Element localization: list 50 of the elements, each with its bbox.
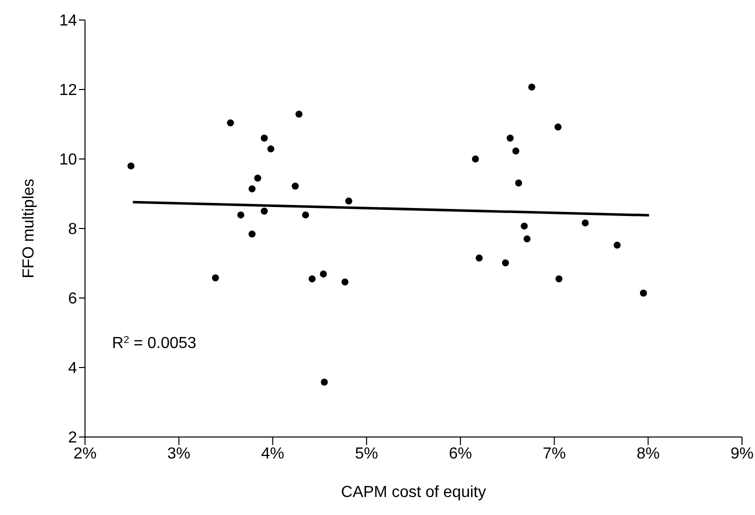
point bbox=[528, 84, 536, 91]
x-tick-label: 6% bbox=[448, 445, 472, 462]
point bbox=[295, 110, 302, 118]
point bbox=[341, 278, 348, 286]
point bbox=[267, 145, 274, 152]
point bbox=[127, 162, 134, 170]
x-tick-label: 4% bbox=[261, 445, 284, 462]
point bbox=[212, 274, 219, 282]
point bbox=[502, 259, 509, 266]
point bbox=[254, 174, 262, 182]
point bbox=[554, 124, 562, 131]
x-tick-label: 2% bbox=[73, 445, 97, 462]
annotation: R$^{2}$ = 0.0053 bbox=[112, 334, 196, 352]
x-tick-label: 5% bbox=[355, 445, 378, 462]
point bbox=[292, 182, 299, 190]
point bbox=[237, 211, 244, 218]
point bbox=[308, 275, 316, 282]
x-tick-label: 7% bbox=[542, 445, 566, 462]
point bbox=[248, 230, 256, 238]
point bbox=[515, 179, 522, 186]
y-tick-label: 6 bbox=[68, 290, 78, 308]
y-tick-label: 10 bbox=[59, 152, 78, 169]
y-tick-label: 12 bbox=[59, 82, 78, 100]
point bbox=[640, 290, 647, 297]
point bbox=[472, 156, 479, 162]
y-tick-label: 8 bbox=[68, 221, 78, 238]
point bbox=[260, 134, 268, 142]
point bbox=[614, 242, 621, 249]
x-tick-label: 3% bbox=[167, 445, 190, 462]
point bbox=[512, 148, 520, 155]
point bbox=[506, 134, 514, 142]
y-axis-title: FFO multiples bbox=[20, 178, 38, 278]
y-tick-label: 4 bbox=[68, 360, 78, 378]
y-tick-label: 14 bbox=[59, 12, 78, 30]
point bbox=[345, 198, 352, 205]
point bbox=[248, 185, 256, 192]
point bbox=[320, 378, 328, 386]
x-tick-label: 9% bbox=[730, 445, 754, 462]
point bbox=[520, 222, 528, 230]
point bbox=[524, 235, 531, 242]
point bbox=[226, 119, 234, 126]
point bbox=[302, 211, 310, 218]
x-tick-label: 8% bbox=[636, 445, 660, 462]
point bbox=[582, 219, 589, 226]
point bbox=[260, 208, 268, 215]
y-tick-label: 2 bbox=[68, 430, 78, 447]
x-axis-title: CAPM cost of equity bbox=[341, 484, 486, 501]
point bbox=[320, 270, 327, 278]
point bbox=[476, 254, 483, 262]
point bbox=[555, 275, 562, 282]
